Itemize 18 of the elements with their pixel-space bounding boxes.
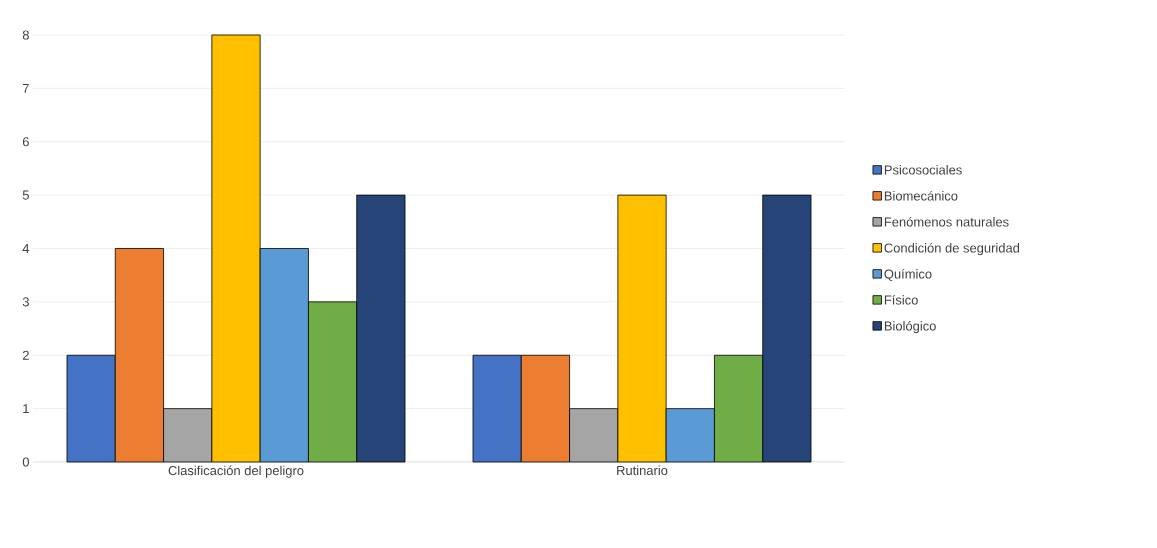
x-tick-label: Clasificación del peligro	[168, 465, 304, 478]
y-tick-label: 5	[22, 190, 29, 200]
legend-label: Biomecánico	[884, 190, 958, 201]
y-tick-label: 2	[22, 350, 29, 360]
x-tick-label: Rutinario	[617, 465, 668, 476]
y-tick-label: 0	[22, 457, 29, 467]
legend-label: Condición de seguridad	[884, 242, 1020, 256]
legend-label: Físico	[884, 294, 918, 305]
legend-label: Psicosociales	[884, 165, 962, 175]
y-tick-label: 8	[22, 30, 29, 40]
y-tick-label: 3	[22, 297, 29, 307]
legend-label: Biológico	[884, 320, 936, 334]
y-tick-label: 6	[22, 137, 29, 147]
y-tick-label: 1	[23, 404, 29, 414]
y-tick-label: 7	[22, 83, 29, 93]
y-tick-label: 4	[22, 244, 30, 253]
legend-label: Químico	[884, 268, 932, 281]
legend-label: Fenómenos naturales	[884, 216, 1009, 227]
